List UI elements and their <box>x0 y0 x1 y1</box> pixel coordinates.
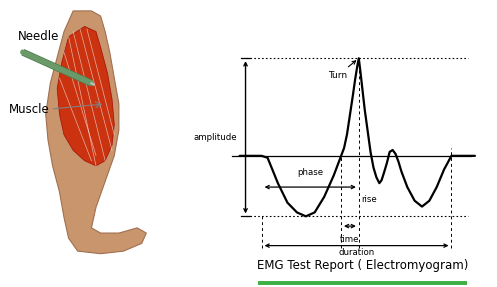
PathPatch shape <box>46 11 146 254</box>
PathPatch shape <box>57 26 114 166</box>
Text: amplitude: amplitude <box>193 133 237 142</box>
Text: duration: duration <box>338 248 375 257</box>
Text: rise: rise <box>361 195 377 204</box>
Text: Muscle: Muscle <box>9 102 50 116</box>
Text: Turn: Turn <box>328 61 356 80</box>
Text: EMG Test Report ( Electromyogram): EMG Test Report ( Electromyogram) <box>257 259 469 272</box>
Text: Needle: Needle <box>18 30 60 43</box>
Text: phase: phase <box>297 168 324 177</box>
Text: time: time <box>340 235 360 244</box>
